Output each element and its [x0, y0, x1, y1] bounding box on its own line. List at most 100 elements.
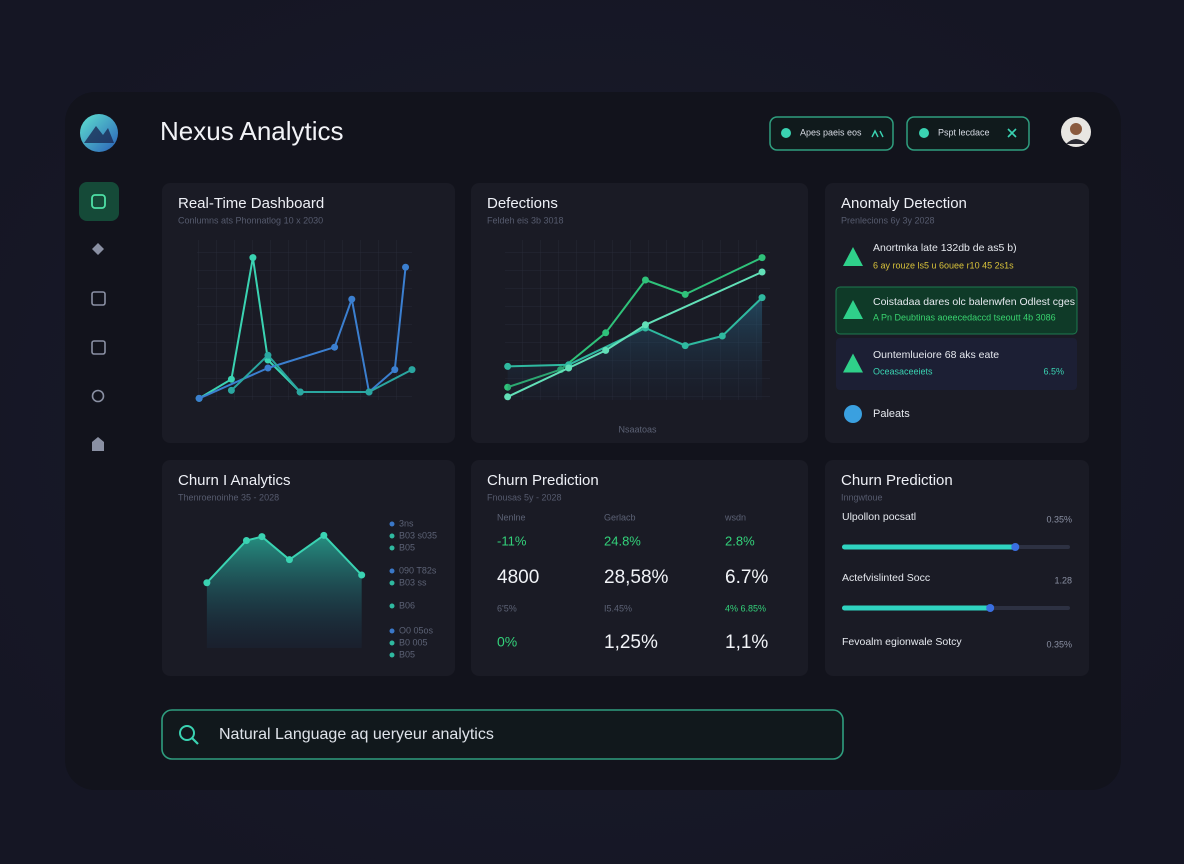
point [565, 364, 573, 372]
alert-detail: 6 ay rouze ls5 u 6ouee r10 45 2s1s [873, 260, 1014, 270]
point [504, 393, 512, 401]
legend-dot [389, 603, 395, 609]
point [758, 294, 766, 302]
nav-icon[interactable] [91, 291, 106, 306]
button-label: Apes paeis eos [800, 127, 862, 137]
table-cell: 1,25% [604, 632, 658, 653]
point [296, 388, 304, 396]
metric-label: Actefvislinted Socc [842, 572, 930, 584]
point [331, 343, 339, 351]
table-header: Gerlacb [604, 512, 636, 522]
nav-icon[interactable] [91, 389, 105, 403]
legend-label: B03 s035 [399, 530, 437, 540]
header-button[interactable] [906, 116, 1030, 151]
table-cell: 4800 [497, 567, 539, 588]
legend-dot [389, 640, 395, 646]
panel-title: Churn I Analytics [178, 472, 291, 489]
point [602, 346, 610, 354]
point [718, 332, 726, 340]
logo-mark [84, 126, 114, 143]
panel-title: Real-Time Dashboard [178, 195, 324, 212]
progress-fill [842, 544, 1016, 550]
progress-knob [1011, 543, 1020, 551]
panel-title: Churn Prediction [841, 472, 953, 489]
app-title: Nexus Analytics [160, 116, 344, 146]
legend-dot [389, 545, 395, 551]
metric-value: 1.28 [1054, 575, 1072, 585]
point [227, 386, 235, 394]
plot-background [197, 240, 412, 400]
nav-icon[interactable] [92, 437, 104, 451]
header-button[interactable] [769, 116, 894, 151]
nav-active[interactable] [79, 182, 119, 221]
point [758, 254, 766, 262]
panel [825, 460, 1089, 676]
point [195, 394, 203, 402]
button-icon [871, 129, 884, 138]
legend-dot [389, 628, 395, 634]
search-placeholder: Natural Language aq ueryeur analytics [219, 726, 494, 743]
nav-icon[interactable] [91, 194, 106, 209]
panel-subtitle: Prenlecions 6y 3y 2028 [841, 215, 935, 225]
table-cell: 4% 6.85% [725, 603, 766, 613]
legend-label: 3ns [399, 518, 414, 528]
panel-subtitle: Conlumns ats Phonnatlog 10 x 2030 [178, 215, 323, 225]
point [681, 290, 689, 298]
point [758, 268, 766, 276]
panel-subtitle: Inngwtoue [841, 492, 883, 502]
alert-detail: Oceasaceeiets [873, 366, 933, 376]
search-bar[interactable] [161, 709, 844, 760]
point [320, 531, 328, 539]
table-cell: -11% [497, 533, 527, 548]
metric-value: 0.35% [1046, 639, 1072, 649]
table-cell: 0% [497, 634, 517, 650]
point [408, 366, 416, 374]
table-cell: 6'5% [497, 603, 517, 613]
legend-label: B03 ss [399, 577, 427, 587]
point [227, 375, 235, 383]
table-header: Nenlne [497, 512, 526, 522]
nav-icon[interactable] [92, 243, 104, 255]
alert-footer[interactable]: Paleats [873, 408, 910, 420]
legend-dot [389, 521, 395, 527]
button-icon [781, 128, 791, 138]
point [358, 571, 366, 579]
point [602, 329, 610, 337]
table-cell: 24.8% [604, 533, 641, 548]
alert-icon [843, 353, 863, 373]
alert-detail: A Pn Deubtinas aoeecedaccd tseoutt 4b 30… [873, 312, 1056, 322]
alert-text: Anortmka late 132db de as5 b) [873, 242, 1017, 254]
search-icon [191, 737, 199, 745]
metric-label: Fevoalm egionwale Sotcy [842, 636, 962, 648]
point [242, 536, 250, 544]
point [641, 276, 649, 284]
x-axis-label: Nsaatoas [618, 424, 657, 434]
legend-label: B05 [399, 542, 415, 552]
line [507, 296, 763, 368]
line [206, 534, 363, 584]
point [504, 362, 512, 370]
alert-icon [843, 300, 863, 319]
table-cell: I5.45% [604, 603, 632, 613]
close-icon[interactable] [1007, 128, 1017, 138]
panel-title: Anomaly Detection [841, 195, 967, 212]
panel-subtitle: Fnousas 5y - 2028 [487, 492, 562, 502]
alert-highlight [835, 286, 1078, 335]
legend-dot [389, 652, 395, 658]
point [264, 351, 272, 359]
panels: Real-Time Dashboard Conlumns ats Phonnatl… [162, 183, 1089, 676]
table-cell: 1,1% [725, 632, 768, 653]
point [641, 321, 649, 329]
area [206, 535, 362, 648]
legend-label: O0 05os [399, 625, 434, 635]
legend-dot [389, 533, 395, 539]
nav-icon[interactable] [91, 340, 106, 355]
avatar-face [1070, 123, 1082, 135]
search-icon [179, 725, 195, 741]
panel-title: Churn Prediction [487, 472, 599, 489]
panel-subtitle: Feldeh eis 3b 3018 [487, 215, 564, 225]
point [365, 388, 373, 396]
point [391, 366, 399, 374]
point [681, 342, 689, 350]
